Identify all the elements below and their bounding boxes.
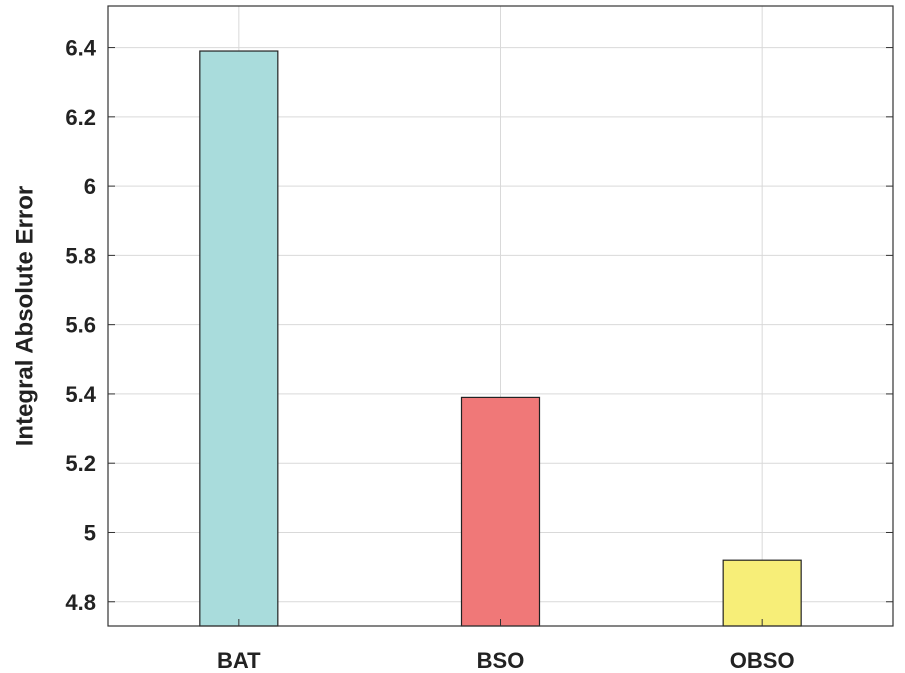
bar-obso (722, 559, 802, 627)
x-tick-labels: BAT BSO OBSO (217, 648, 795, 673)
y-tick-label: 6.4 (65, 36, 96, 61)
y-tick-labels: 4.8 5 5.2 5.4 5.6 5.8 6 6.2 6.4 (65, 36, 96, 615)
bar-bat (199, 50, 279, 627)
y-tick-label: 5.6 (65, 313, 96, 338)
x-tick-label: BAT (217, 648, 261, 673)
y-tick-label: 6 (84, 174, 96, 199)
y-tick-label: 6.2 (65, 105, 96, 130)
y-tick-label: 4.8 (65, 590, 96, 615)
y-tick-label: 5.4 (65, 382, 96, 407)
x-tick-label: OBSO (730, 648, 795, 673)
y-tick-label: 5.8 (65, 243, 96, 268)
bars (199, 50, 802, 627)
ticks (108, 47, 893, 626)
y-axis-title: Integral Absolute Error (11, 186, 38, 446)
bar-bso (460, 396, 541, 627)
y-tick-label: 5.2 (65, 451, 96, 476)
y-tick-label: 5 (84, 520, 96, 545)
x-tick-label: BSO (477, 648, 525, 673)
